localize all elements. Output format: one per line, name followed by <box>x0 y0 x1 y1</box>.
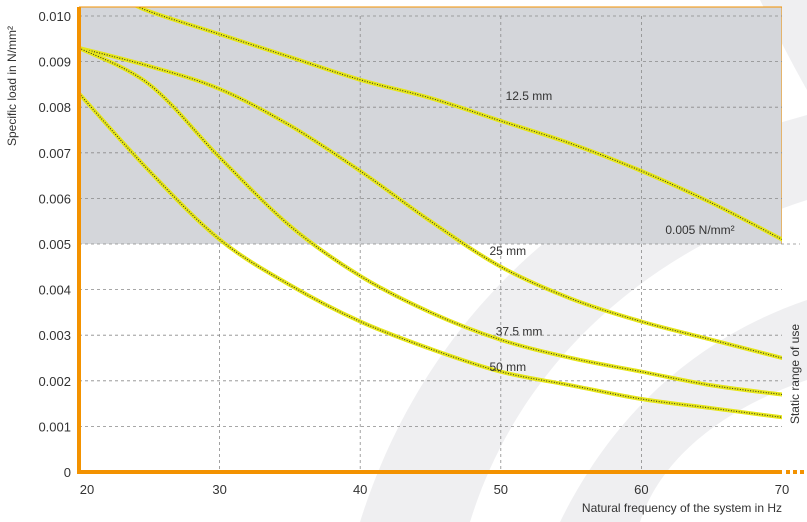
y-tick-label: 0.007 <box>38 146 71 161</box>
x-tick-label: 70 <box>775 482 789 497</box>
y-tick-label: 0.002 <box>38 374 71 389</box>
series-line-dots-12-5-mm <box>137 7 782 240</box>
series-line-dots-37-5-mm <box>79 47 782 396</box>
x-axis-label: Natural frequency of the system in Hz <box>582 501 782 515</box>
curve-label: 25 mm <box>489 244 526 258</box>
y-tick-label: 0.004 <box>38 283 71 298</box>
curve-label: 12.5 mm <box>506 89 553 103</box>
y-tick-label: 0.003 <box>38 328 71 343</box>
y-tick-label: 0.005 <box>38 237 71 252</box>
threshold-label: 0.005 N/mm² <box>665 223 734 237</box>
static-range-label: Static range of use <box>788 324 802 424</box>
shaded-region <box>79 7 782 244</box>
x-tick-label: 20 <box>80 482 94 497</box>
curve-label: 50 mm <box>489 360 526 374</box>
y-tick-label: 0.010 <box>38 9 71 24</box>
y-tick-label: 0 <box>64 465 71 480</box>
y-axis-label: Specific load in N/mm² <box>5 26 19 146</box>
y-tick-label: 0.008 <box>38 100 71 115</box>
x-tick-label: 30 <box>212 482 226 497</box>
series-line-dots-50-mm <box>79 93 782 418</box>
series-line-dots-25-mm <box>79 47 782 359</box>
y-tick-label: 0.006 <box>38 191 71 206</box>
x-tick-label: 60 <box>634 482 648 497</box>
x-tick-label: 50 <box>494 482 508 497</box>
curve-label: 37.5 mm <box>496 325 543 339</box>
x-tick-label: 40 <box>353 482 367 497</box>
y-tick-label: 0.009 <box>38 55 71 70</box>
y-tick-label: 0.001 <box>38 419 71 434</box>
